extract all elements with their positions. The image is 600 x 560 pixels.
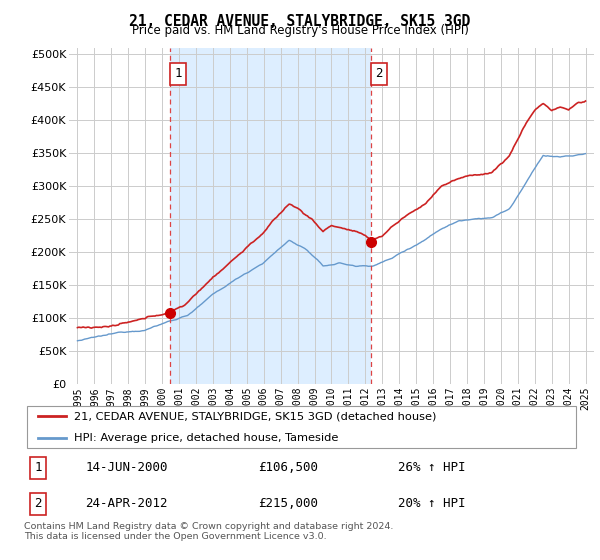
Text: 24-APR-2012: 24-APR-2012 [85,497,168,510]
Text: 20% ↑ HPI: 20% ↑ HPI [398,497,466,510]
Text: 2: 2 [376,67,383,81]
Text: 26% ↑ HPI: 26% ↑ HPI [398,461,466,474]
Text: 1: 1 [175,67,182,81]
Text: 21, CEDAR AVENUE, STALYBRIDGE, SK15 3GD: 21, CEDAR AVENUE, STALYBRIDGE, SK15 3GD [130,14,470,29]
Text: 1: 1 [34,461,42,474]
FancyBboxPatch shape [27,405,577,449]
Text: Price paid vs. HM Land Registry's House Price Index (HPI): Price paid vs. HM Land Registry's House … [131,24,469,37]
Text: 21, CEDAR AVENUE, STALYBRIDGE, SK15 3GD (detached house): 21, CEDAR AVENUE, STALYBRIDGE, SK15 3GD … [74,411,437,421]
Bar [170,48,371,384]
Text: 14-JUN-2000: 14-JUN-2000 [85,461,168,474]
Text: £106,500: £106,500 [259,461,319,474]
Text: HPI: Average price, detached house, Tameside: HPI: Average price, detached house, Tame… [74,433,338,443]
Text: £215,000: £215,000 [259,497,319,510]
Text: Contains HM Land Registry data © Crown copyright and database right 2024.
This d: Contains HM Land Registry data © Crown c… [24,522,394,542]
Text: 2: 2 [34,497,42,510]
